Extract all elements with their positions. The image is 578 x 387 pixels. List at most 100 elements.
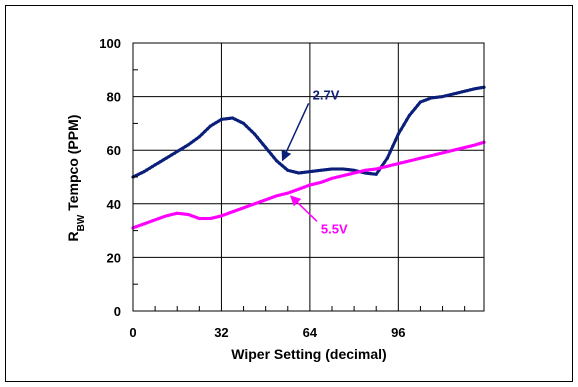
data-point xyxy=(159,216,163,220)
data-point xyxy=(139,223,143,227)
data-point xyxy=(242,121,246,125)
data-point xyxy=(236,119,240,123)
data-point xyxy=(446,149,450,154)
data-point xyxy=(476,86,481,90)
data-point xyxy=(217,119,221,123)
data-point xyxy=(269,152,273,156)
data-point xyxy=(181,212,185,216)
data-point xyxy=(457,91,461,95)
data-point xyxy=(302,170,306,174)
data-point xyxy=(330,167,334,171)
axis-ticks: 0 20 40 60 80 100 0 32 64 96 xyxy=(99,36,466,340)
data-point xyxy=(333,176,337,180)
data-point xyxy=(172,151,177,155)
data-point xyxy=(313,169,317,173)
data-point xyxy=(333,167,337,171)
data-point xyxy=(272,195,276,199)
data-point xyxy=(402,123,406,127)
y-tick-label: 60 xyxy=(107,143,121,158)
data-point xyxy=(349,168,353,172)
data-point xyxy=(322,168,326,172)
data-point xyxy=(208,124,212,128)
data-point xyxy=(344,173,348,177)
data-point xyxy=(358,170,362,174)
data-point xyxy=(418,156,422,160)
data-point xyxy=(465,145,469,149)
y-tick-label: 100 xyxy=(99,36,121,51)
data-point xyxy=(324,168,329,172)
data-point xyxy=(175,149,179,154)
data-point xyxy=(474,143,478,147)
data-point xyxy=(319,180,323,184)
annotation-label: 2.7V xyxy=(313,87,340,102)
data-point xyxy=(239,120,243,124)
y-tick-label: 80 xyxy=(107,90,121,105)
data-point xyxy=(454,147,458,152)
data-point xyxy=(195,137,199,141)
data-point xyxy=(170,212,174,217)
data-point xyxy=(391,144,395,148)
data-point xyxy=(211,216,215,220)
data-point xyxy=(283,166,287,170)
data-point xyxy=(142,222,146,226)
data-point xyxy=(319,168,323,172)
x-tick-label: 0 xyxy=(129,325,136,340)
data-point xyxy=(427,97,431,101)
data-point xyxy=(197,216,201,221)
data-point xyxy=(297,187,301,191)
data-point xyxy=(471,143,475,148)
data-point xyxy=(203,216,207,221)
data-point xyxy=(405,118,409,122)
data-point xyxy=(161,158,165,162)
data-point xyxy=(161,215,165,219)
data-point xyxy=(167,155,171,159)
data-point xyxy=(217,214,221,219)
data-point xyxy=(230,116,235,120)
y-axis-label: RBW Tempco (PPM) xyxy=(65,115,87,242)
data-point xyxy=(195,215,199,220)
data-point xyxy=(382,165,387,169)
data-point xyxy=(399,161,403,165)
data-point xyxy=(300,171,304,175)
data-point xyxy=(150,165,154,169)
data-point xyxy=(170,153,174,157)
data-point xyxy=(291,170,295,174)
series-layer xyxy=(131,85,486,230)
data-point xyxy=(388,150,392,154)
y-axis-label-main: R xyxy=(65,231,81,241)
data-point xyxy=(250,129,254,133)
data-point xyxy=(214,215,218,219)
data-point xyxy=(396,162,400,166)
data-point xyxy=(222,117,226,121)
data-point xyxy=(197,135,201,139)
data-point xyxy=(479,141,483,145)
data-point xyxy=(228,211,232,215)
data-point xyxy=(159,160,163,164)
data-point xyxy=(136,172,141,176)
grid xyxy=(133,43,485,311)
data-point xyxy=(338,167,342,171)
data-point xyxy=(349,172,353,176)
data-point xyxy=(313,182,317,186)
annotation-label: 5.5V xyxy=(321,221,348,236)
data-point xyxy=(341,174,345,178)
data-point xyxy=(186,143,190,147)
data-point xyxy=(308,183,312,187)
data-point xyxy=(399,127,403,131)
data-point xyxy=(250,203,254,207)
data-point xyxy=(294,170,298,174)
data-point xyxy=(308,170,312,174)
data-point xyxy=(338,174,342,178)
data-point xyxy=(363,168,367,172)
data-point xyxy=(286,191,290,195)
data-point xyxy=(183,144,188,149)
data-point xyxy=(366,168,370,172)
data-point xyxy=(225,212,229,216)
data-point xyxy=(330,176,334,180)
data-point xyxy=(371,167,375,171)
data-point xyxy=(150,219,154,223)
data-point xyxy=(288,190,293,194)
data-point xyxy=(164,156,168,160)
y-tick-label: 40 xyxy=(107,197,121,212)
